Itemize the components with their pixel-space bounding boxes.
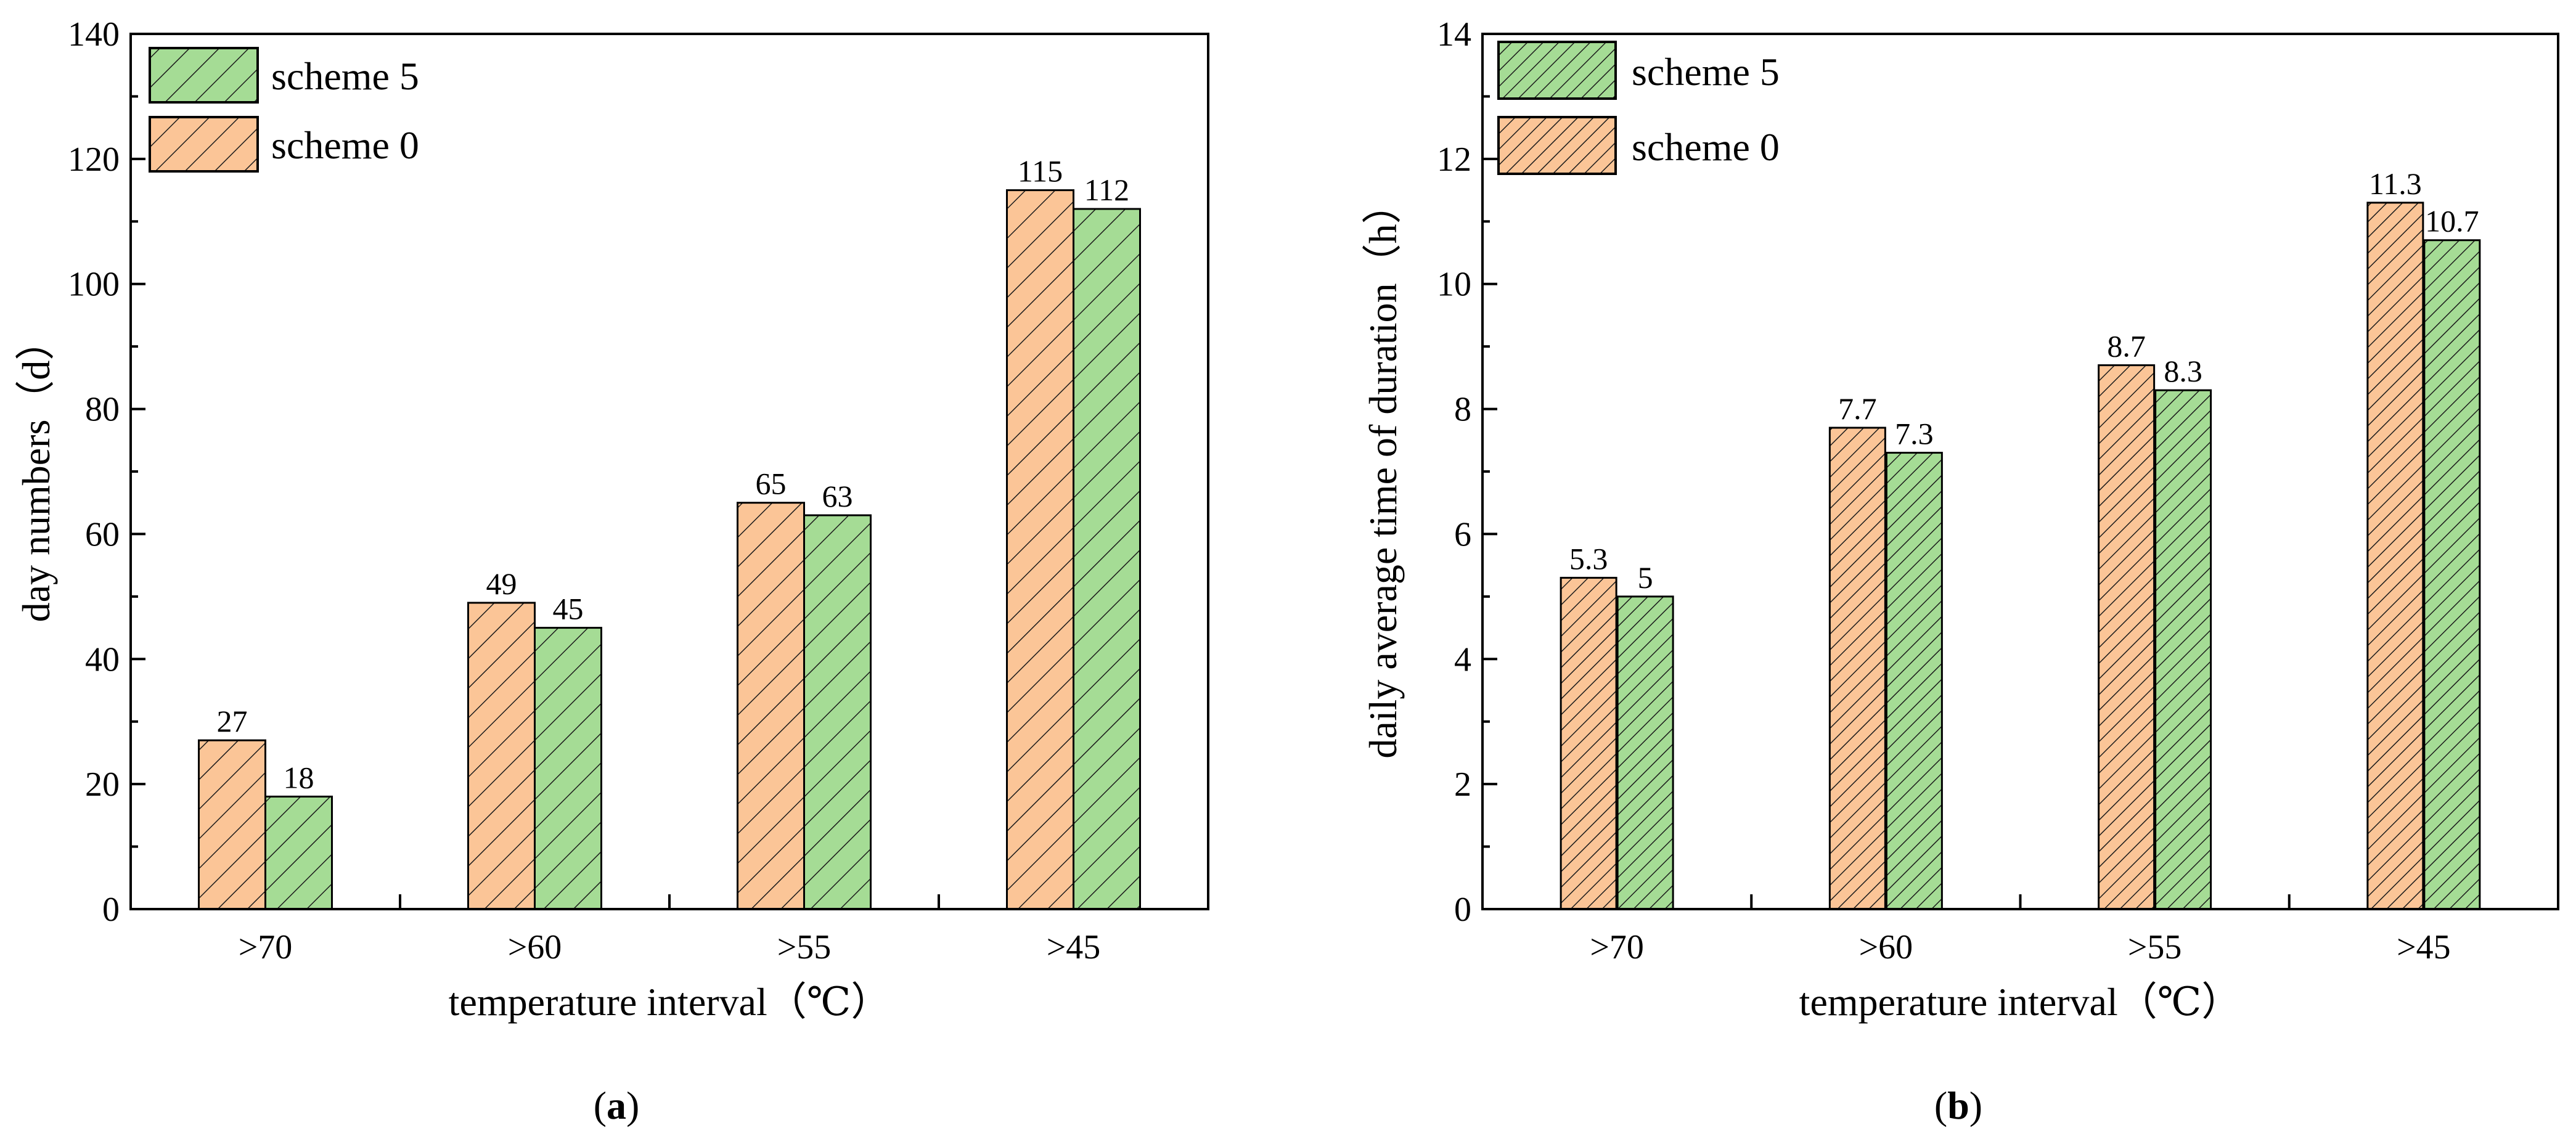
x-tick-label: >70: [239, 928, 293, 966]
data-label: 49: [486, 566, 517, 601]
x-axis: >70 >60 >55 >45: [239, 894, 1101, 966]
data-label: 10.7: [2425, 204, 2479, 239]
bar-scheme-5-1: [534, 627, 602, 910]
legend-swatch: [1497, 41, 1617, 100]
bar-scheme-0-1: [467, 602, 536, 910]
y-tick-label: 60: [85, 515, 120, 553]
bars-layer: [1560, 202, 2481, 910]
bar-scheme-0-2: [737, 502, 805, 910]
bar-scheme-5-3: [2423, 239, 2481, 910]
bar-scheme-5-3: [1073, 208, 1141, 910]
panel-label: (b): [1934, 1084, 1982, 1127]
chart-panel-a: 27 49 65 115 18 45 63 112 0 20 40 60 80 100 120 140 >7…: [14, 15, 1209, 1127]
data-label: 7.7: [1838, 391, 1877, 426]
y-axis-title: day numbers（d）: [14, 321, 58, 623]
legend-label: scheme 0: [1632, 125, 1780, 169]
y-tick-label: 0: [1454, 891, 1471, 929]
data-label: 27: [217, 704, 248, 738]
y-tick-label: 8: [1454, 391, 1471, 429]
bars-layer: [198, 189, 1141, 910]
data-label: 115: [1018, 154, 1063, 189]
panel-label: (a): [594, 1084, 640, 1127]
x-tick-label: >45: [2397, 928, 2451, 966]
y-tick-label: 12: [1437, 141, 1471, 179]
legend: scheme 5 scheme 0: [1497, 41, 1780, 175]
x-tick-label: >60: [1859, 928, 1913, 966]
legend-label: scheme 5: [271, 54, 419, 98]
y-tick-label: 4: [1454, 640, 1471, 679]
bar-scheme-0-2: [2098, 364, 2156, 910]
bar-scheme-5-2: [803, 514, 872, 910]
bar-scheme-5-1: [1885, 452, 1943, 910]
x-tick-label: >70: [1590, 928, 1644, 966]
legend-item-scheme-5: scheme 5: [1497, 41, 1780, 100]
bar-scheme-0-0: [198, 739, 266, 910]
y-tick-label: 10: [1437, 266, 1471, 304]
x-tick-label: >60: [508, 928, 562, 966]
data-labels-layer: 5.3 7.7 8.7 11.3 5 7.3 8.3 10.7: [1569, 166, 2479, 595]
bar-scheme-0-1: [1828, 427, 1886, 910]
legend-label: scheme 0: [271, 123, 419, 167]
x-axis: >70 >60 >55 >45: [1590, 894, 2451, 966]
y-tick-label: 140: [68, 15, 120, 54]
legend-item-scheme-0: scheme 0: [149, 116, 419, 173]
y-tick-label: 0: [102, 891, 120, 929]
data-labels-layer: 27 49 65 115 18 45 63 112: [217, 154, 1130, 795]
data-label: 8.7: [2107, 329, 2146, 364]
data-label: 11.3: [2369, 166, 2422, 201]
y-tick-label: 120: [68, 141, 120, 179]
bar-scheme-0-0: [1560, 576, 1617, 910]
x-axis-title: temperature interval（℃）: [1799, 980, 2241, 1024]
bar-scheme-0-3: [1006, 189, 1074, 910]
y-tick-label: 20: [85, 765, 120, 804]
legend-item-scheme-0: scheme 0: [1497, 116, 1780, 175]
data-label: 112: [1084, 173, 1129, 207]
legend-swatch: [149, 47, 259, 104]
bar-scheme-0-3: [2366, 202, 2424, 910]
data-label: 7.3: [1895, 417, 1934, 451]
data-label: 45: [553, 592, 584, 626]
y-tick-label: 80: [85, 391, 120, 429]
data-label: 65: [756, 467, 787, 501]
legend: scheme 5 scheme 0: [149, 47, 419, 173]
data-label: 8.3: [2164, 354, 2202, 388]
legend-item-scheme-5: scheme 5: [149, 47, 419, 104]
y-tick-label: 6: [1454, 515, 1471, 553]
x-tick-label: >55: [2128, 928, 2182, 966]
y-axis: 0 20 40 60 80 100 120 140: [68, 15, 145, 929]
data-label: 63: [822, 479, 853, 513]
legend-label: scheme 5: [1632, 50, 1780, 94]
x-tick-label: >45: [1047, 928, 1101, 966]
data-label: 5.3: [1569, 541, 1608, 576]
bar-scheme-5-0: [1616, 595, 1674, 910]
legend-swatch: [1497, 116, 1617, 175]
data-label: 5: [1638, 560, 1653, 595]
chart-panel-b: 5.3 7.7 8.7 11.3 5 7.3 8.3 10.7 0 2 4 6 8 10 12 14 >70…: [1361, 15, 2559, 1127]
y-axis: 0 2 4 6 8 10 12 14: [1437, 15, 1497, 929]
y-axis-title: daily average time of duration（h）: [1361, 184, 1405, 758]
legend-swatch: [149, 116, 259, 173]
y-tick-label: 14: [1437, 15, 1471, 54]
x-axis-title: temperature interval（℃）: [449, 980, 891, 1024]
data-label: 18: [284, 760, 314, 794]
bar-scheme-5-0: [264, 795, 333, 910]
bar-scheme-5-2: [2154, 389, 2212, 910]
y-tick-label: 2: [1454, 765, 1471, 804]
y-tick-label: 40: [85, 640, 120, 679]
y-tick-label: 100: [68, 266, 120, 304]
x-tick-label: >55: [777, 928, 832, 966]
